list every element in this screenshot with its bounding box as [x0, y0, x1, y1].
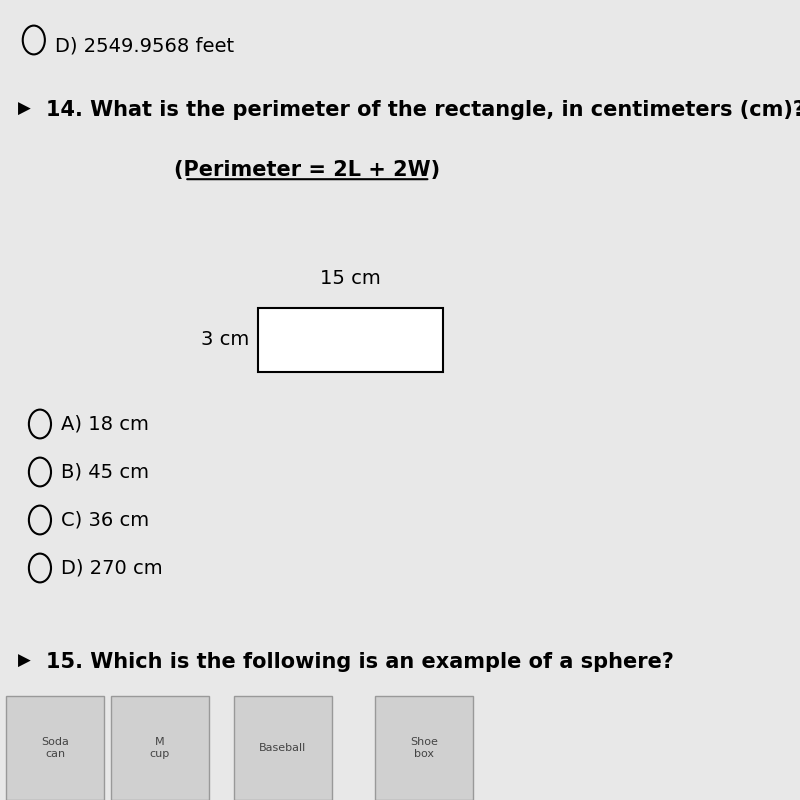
- Text: Baseball: Baseball: [259, 743, 306, 753]
- Text: 15. Which is the following is an example of a sphere?: 15. Which is the following is an example…: [46, 652, 674, 672]
- FancyBboxPatch shape: [375, 696, 474, 800]
- Text: C) 36 cm: C) 36 cm: [62, 510, 150, 530]
- FancyBboxPatch shape: [258, 308, 442, 372]
- Text: ▶: ▶: [18, 100, 31, 118]
- Text: Shoe
box: Shoe box: [410, 738, 438, 758]
- Text: D) 270 cm: D) 270 cm: [62, 558, 163, 578]
- Text: 14. What is the perimeter of the rectangle, in centimeters (cm)?: 14. What is the perimeter of the rectang…: [46, 100, 800, 120]
- FancyBboxPatch shape: [6, 696, 105, 800]
- Text: M
cup: M cup: [150, 738, 170, 758]
- Text: D) 2549.9568 feet: D) 2549.9568 feet: [55, 36, 234, 55]
- Text: ▶: ▶: [18, 652, 31, 670]
- Text: 3 cm: 3 cm: [201, 330, 249, 350]
- FancyBboxPatch shape: [234, 696, 332, 800]
- Text: 15 cm: 15 cm: [320, 269, 381, 288]
- Text: A) 18 cm: A) 18 cm: [62, 414, 150, 434]
- FancyBboxPatch shape: [110, 696, 209, 800]
- Text: Soda
can: Soda can: [42, 738, 70, 758]
- Text: B) 45 cm: B) 45 cm: [62, 462, 150, 482]
- Text: (Perimeter = 2L + 2W): (Perimeter = 2L + 2W): [174, 160, 440, 180]
